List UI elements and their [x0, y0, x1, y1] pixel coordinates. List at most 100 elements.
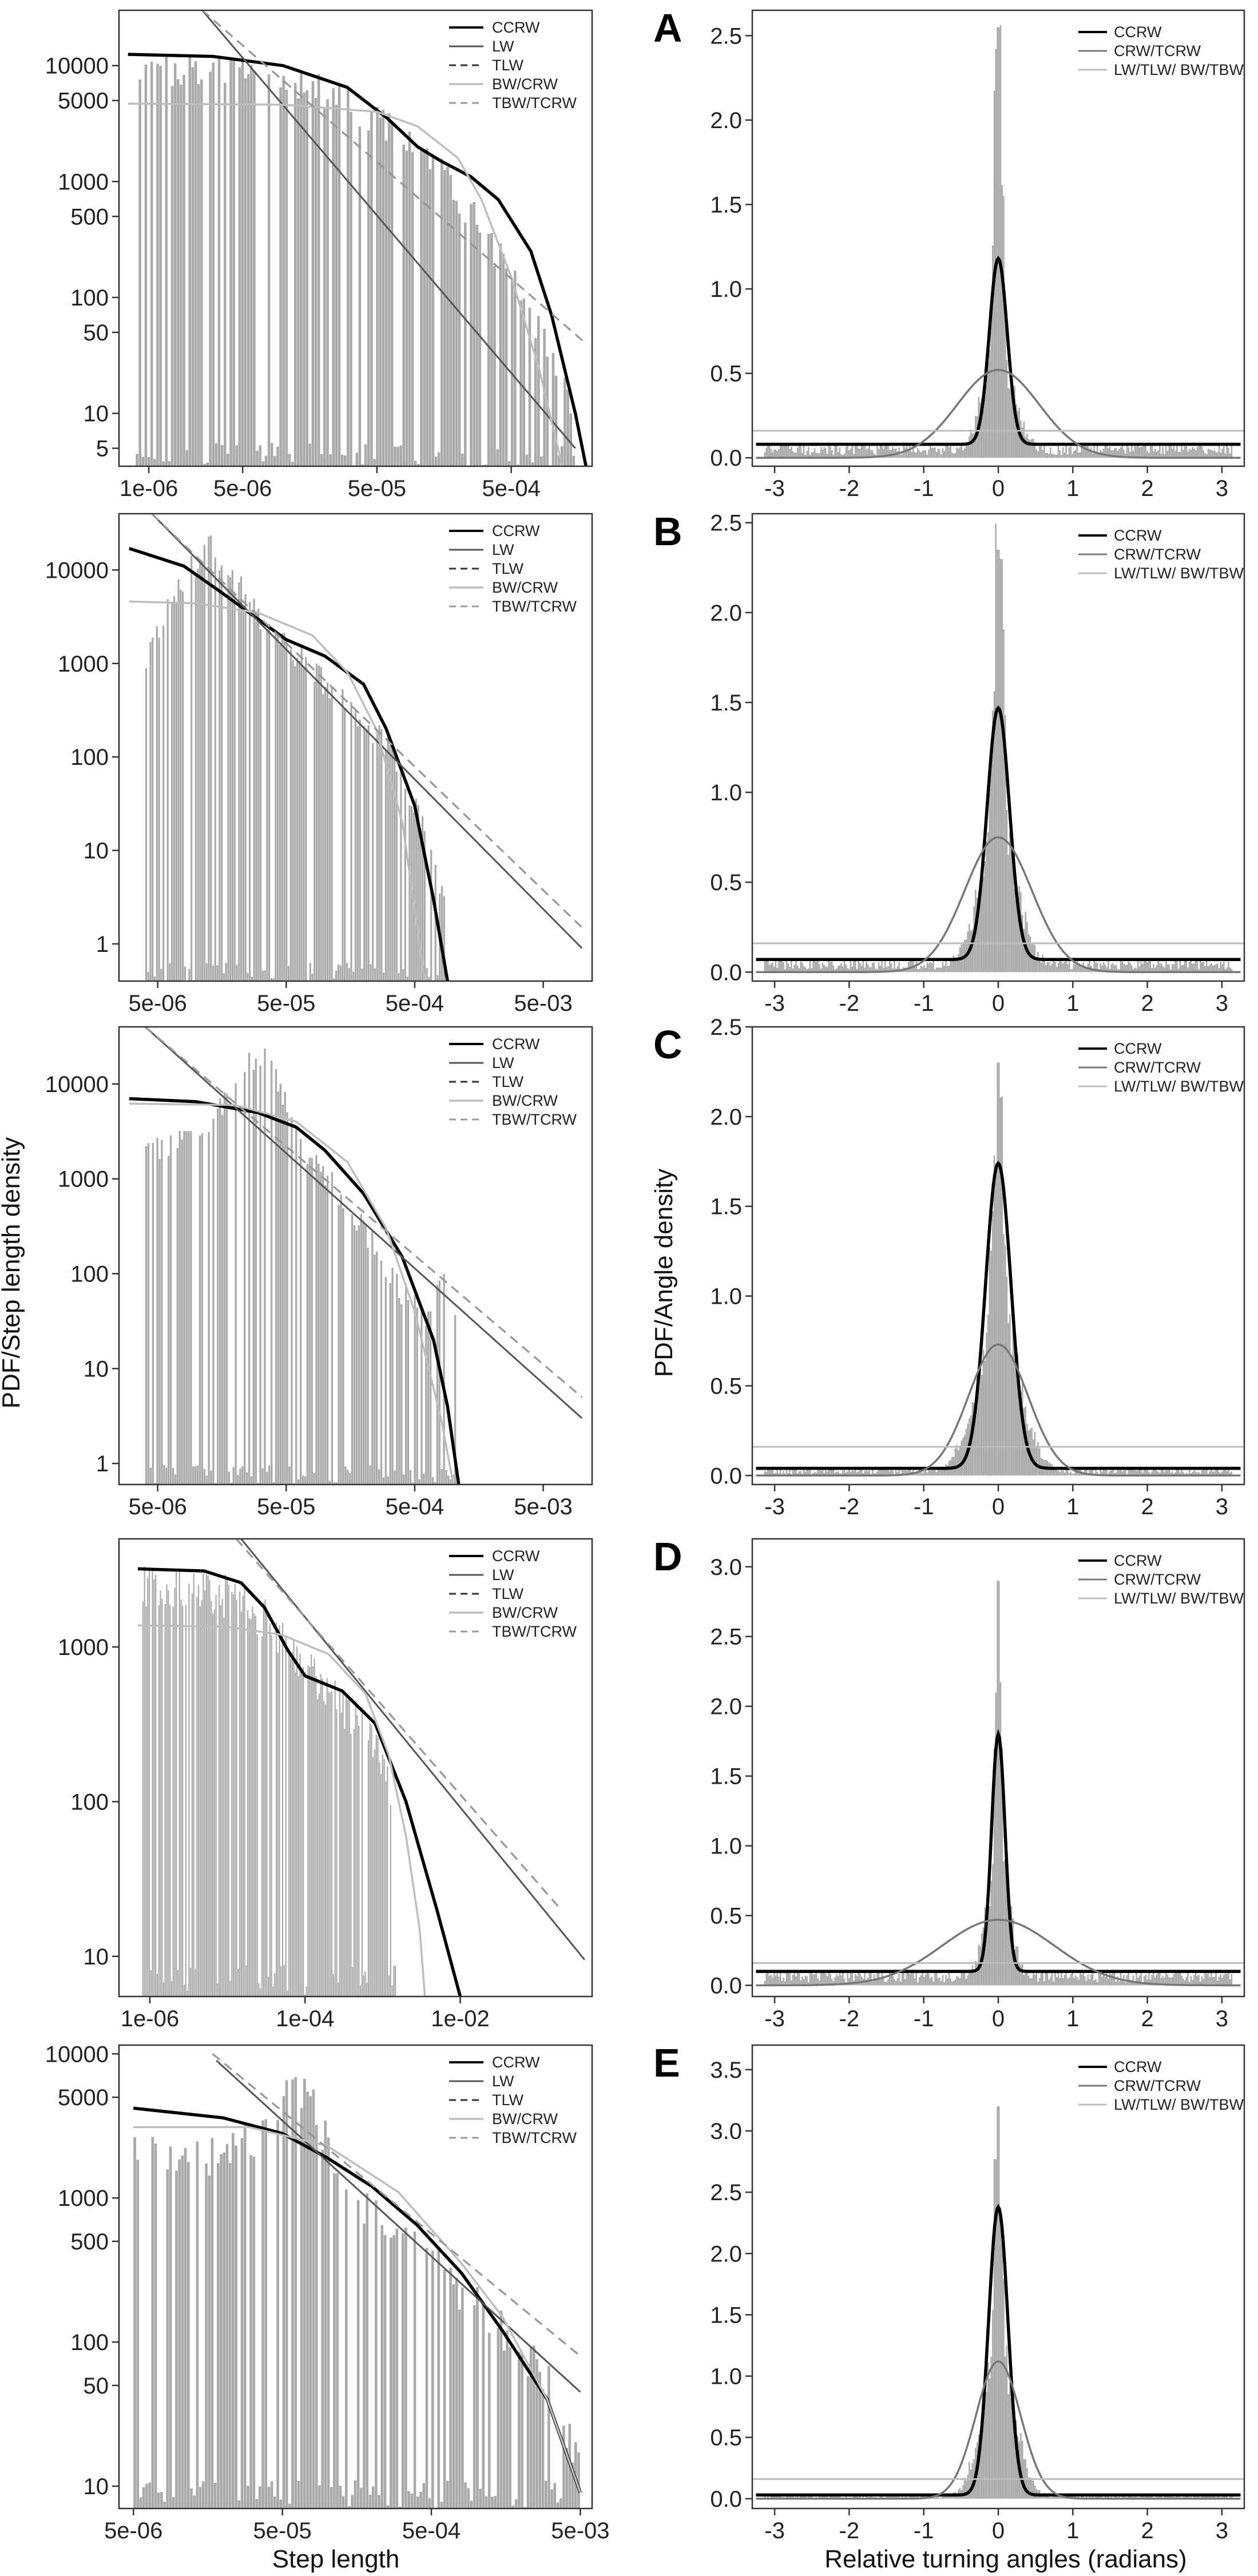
hist-bar	[208, 2175, 211, 2508]
hist-bar	[942, 448, 944, 458]
hist-bar	[1148, 1471, 1150, 1476]
hist-bar	[252, 1606, 253, 1997]
hist-bar	[1050, 1977, 1051, 1986]
hist-bar	[511, 2505, 515, 2508]
hist-bar	[860, 1468, 863, 1476]
curve-crw-tcrw	[756, 2360, 1241, 2500]
x-tick-label: 0	[992, 1494, 1005, 1519]
hist-bar	[318, 665, 320, 981]
hist-bar	[943, 966, 946, 973]
hist-bar	[240, 1612, 243, 1997]
hist-bar	[252, 2157, 256, 2508]
hist-bar	[1057, 1470, 1059, 1476]
hist-bar	[987, 361, 989, 458]
hist-bar	[514, 2499, 518, 2508]
histogram	[764, 1062, 1233, 1476]
histogram	[136, 55, 576, 466]
hist-bar	[832, 965, 835, 973]
y-tick-label: 0.0	[710, 2487, 742, 2512]
y-tick-label: 2.5	[710, 23, 742, 49]
legend-label: TBW/TCRW	[492, 1623, 577, 1640]
hist-bar	[452, 200, 455, 466]
hist-bar	[886, 1470, 888, 1476]
hist-bar	[981, 398, 983, 458]
hist-bar	[825, 1467, 827, 1476]
hist-bar	[870, 1972, 872, 1986]
hist-bar	[193, 2495, 196, 2508]
hist-bar	[180, 1599, 182, 1997]
hist-bar	[398, 2506, 402, 2508]
hist-bar	[1051, 963, 1053, 973]
hist-bar	[1095, 1467, 1097, 1476]
hist-bar	[300, 2107, 303, 2508]
hist-bar	[945, 958, 947, 973]
hist-bar	[1228, 1468, 1229, 1476]
hist-bar	[521, 2353, 523, 2508]
hist-bar	[387, 113, 391, 466]
hist-bar	[286, 1112, 288, 1485]
hist-bar	[1067, 1467, 1069, 1476]
hist-bar	[1078, 2496, 1080, 2499]
hist-bar	[1059, 960, 1061, 973]
hist-bar	[1021, 427, 1023, 458]
hist-bar	[813, 1472, 816, 1476]
plot-frame	[118, 9, 593, 467]
hist-bar	[208, 1132, 210, 1485]
hist-bar	[1160, 1468, 1162, 1476]
hist-bar	[188, 55, 192, 466]
hist-bar	[395, 1965, 396, 1997]
hist-bar	[1109, 1972, 1111, 1986]
hist-bar	[288, 1648, 290, 1997]
hist-bar	[973, 432, 975, 458]
hist-bar	[202, 2481, 205, 2508]
hist-bar	[866, 1467, 867, 1476]
hist-bar	[1074, 964, 1077, 973]
hist-bar	[441, 1469, 443, 1485]
hist-bar	[1164, 454, 1165, 458]
hist-bar	[475, 224, 479, 466]
hist-bar	[236, 1599, 237, 1997]
hist-bar	[1154, 448, 1156, 458]
legend-label: TBW/TCRW	[492, 598, 577, 615]
hist-bar	[257, 1483, 259, 1485]
hist-bar	[887, 1468, 889, 1476]
hist-bar	[956, 957, 958, 973]
hist-bar	[1224, 969, 1227, 973]
hist-bar	[826, 966, 828, 973]
hist-bar	[227, 453, 229, 466]
angle-panel-c: -3 -2 -1 0 1 2 30.00.51.01.52.02.5C CCRWCRW/TCR…	[653, 1015, 1245, 1519]
hist-bar	[1003, 2279, 1005, 2499]
hist-bar	[997, 2106, 998, 2499]
hist-bar	[1128, 2495, 1130, 2499]
hist-bar	[879, 966, 882, 973]
hist-bar	[1171, 2496, 1173, 2499]
hist-bar	[904, 447, 906, 458]
hist-bar	[367, 1248, 369, 1485]
hist-bar	[1201, 1470, 1203, 1476]
hist-bar	[764, 2495, 766, 2499]
hist-bar	[896, 966, 899, 973]
legend-label: LW	[492, 1054, 514, 1071]
hist-bar	[464, 222, 467, 466]
hist-bar	[1170, 2496, 1172, 2499]
hist-bar	[1040, 445, 1042, 458]
hist-bar	[1100, 2495, 1101, 2499]
hist-bar	[898, 1974, 900, 1986]
hist-bar	[1120, 1971, 1122, 1986]
hist-bar	[1223, 446, 1225, 458]
hist-bar	[956, 1444, 958, 1476]
hist-bar	[184, 966, 186, 981]
hist-bar	[1198, 969, 1200, 973]
hist-bar	[175, 603, 177, 981]
hist-bar	[781, 959, 783, 973]
hist-bar	[425, 2248, 428, 2508]
hist-bar	[361, 464, 364, 466]
hist-bar	[1130, 1980, 1133, 1986]
hist-bar	[1162, 966, 1164, 973]
hist-bar	[795, 1976, 797, 1986]
hist-bar	[806, 969, 808, 973]
hist-bar	[1212, 451, 1214, 458]
hist-bar	[145, 1146, 148, 1485]
y-tick-label: 0.5	[710, 1374, 742, 1399]
hist-bar	[394, 446, 396, 466]
